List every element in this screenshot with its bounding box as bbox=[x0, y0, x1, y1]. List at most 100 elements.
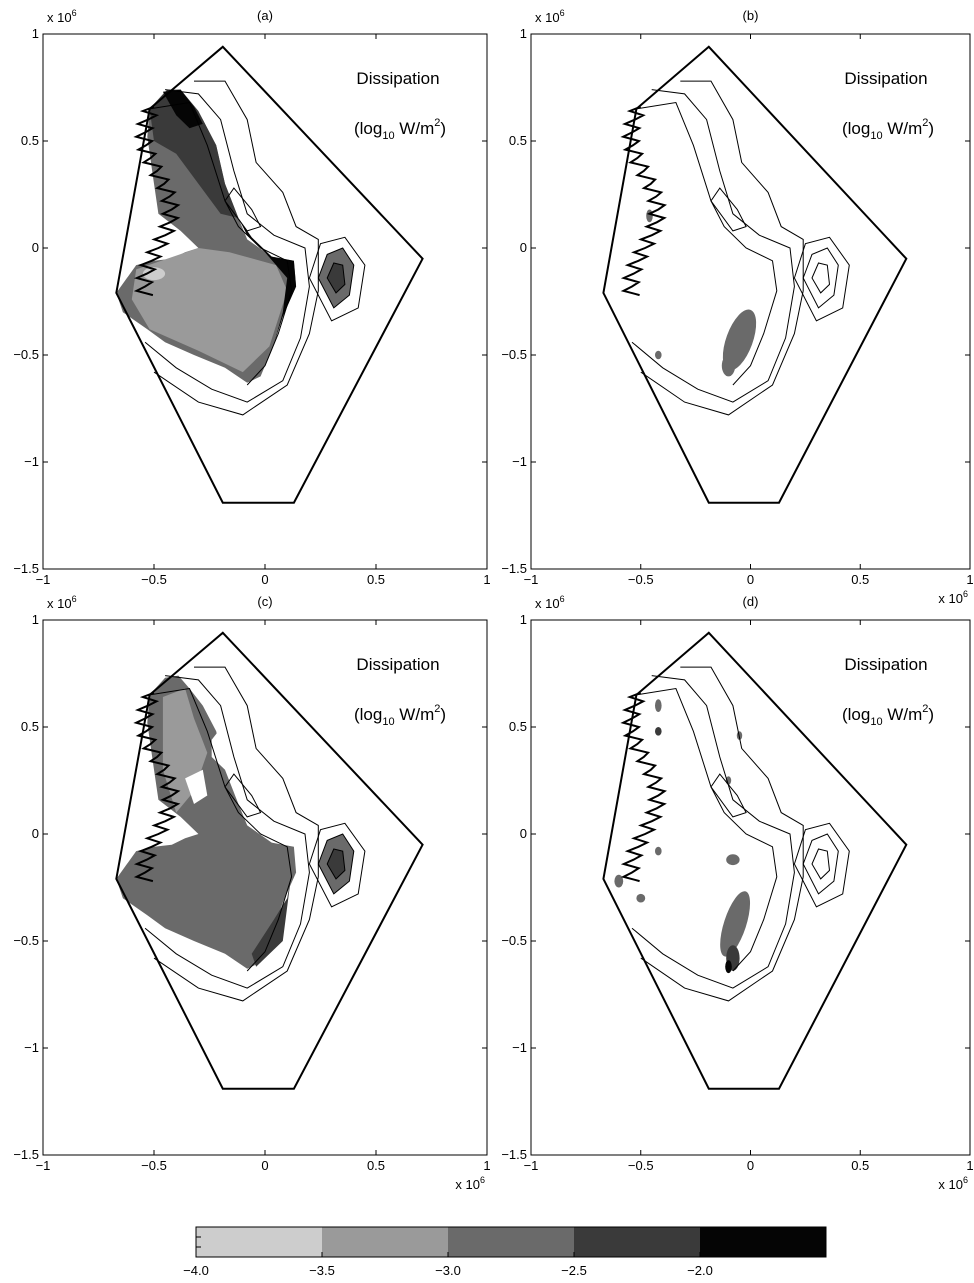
depth-contour bbox=[224, 773, 262, 818]
y-tick-label: −1.5 bbox=[13, 561, 39, 576]
y-tick-label: 1 bbox=[32, 612, 39, 627]
x-tick-label: −0.5 bbox=[628, 1158, 654, 1173]
depth-contour bbox=[802, 247, 839, 309]
colorbar-swatch bbox=[448, 1227, 574, 1257]
depth-contour bbox=[317, 247, 355, 309]
depth-contour bbox=[631, 675, 795, 989]
level-region bbox=[726, 854, 740, 866]
colorbar-swatch bbox=[196, 1227, 322, 1257]
x-tick-label: 0.5 bbox=[851, 572, 869, 587]
y-tick-label: 0.5 bbox=[509, 719, 527, 734]
y-tick-label: 1 bbox=[520, 26, 527, 41]
y-tick-label: −0.5 bbox=[13, 933, 39, 948]
level-region bbox=[162, 89, 203, 129]
y-multiplier: x 106 bbox=[535, 594, 565, 611]
level-region bbox=[142, 267, 166, 281]
coastline bbox=[133, 691, 181, 883]
x-multiplier-exp: 6 bbox=[963, 589, 968, 599]
y-tick-label: −1 bbox=[512, 454, 527, 469]
depth-contour bbox=[308, 236, 366, 322]
x-multiplier-exp: 6 bbox=[480, 1175, 485, 1185]
y-multiplier: x 106 bbox=[535, 8, 565, 25]
x-multiplier: x 106 bbox=[455, 1175, 485, 1192]
depth-contour bbox=[149, 101, 293, 386]
x-tick-label: 0.5 bbox=[851, 1158, 869, 1173]
units-subscript: 10 bbox=[870, 130, 882, 142]
depth-contour bbox=[710, 773, 747, 818]
depth-contour bbox=[153, 666, 319, 1002]
units-close: ) bbox=[928, 705, 934, 724]
domain-outline bbox=[115, 631, 424, 1090]
colorbar-tick-label: −3.0 bbox=[435, 1263, 461, 1278]
x-tick-label: 1 bbox=[483, 1158, 490, 1173]
colorbar-swatch bbox=[574, 1227, 700, 1257]
panel-title: (a) bbox=[257, 8, 273, 23]
colorbar-swatch bbox=[700, 1227, 826, 1257]
units-close: ) bbox=[928, 119, 934, 138]
x-multiplier: x 106 bbox=[938, 1175, 968, 1192]
x-tick-label: 0.5 bbox=[367, 572, 385, 587]
depth-contour bbox=[224, 187, 262, 232]
annotation-units: (log10 W/m2) bbox=[354, 117, 446, 142]
units-mid: W/m bbox=[395, 705, 435, 724]
y-tick-label: −1 bbox=[24, 454, 39, 469]
level-region bbox=[725, 960, 732, 974]
level-region bbox=[185, 769, 208, 804]
y-multiplier: x 106 bbox=[47, 8, 77, 25]
y-tick-label: 0.5 bbox=[21, 719, 39, 734]
axes-frame bbox=[530, 33, 971, 570]
level-region bbox=[655, 727, 662, 736]
depth-contour bbox=[710, 187, 747, 232]
colorbar-tick-label: −2.5 bbox=[561, 1263, 587, 1278]
y-tick-label: 0 bbox=[32, 240, 39, 255]
depth-contour bbox=[149, 687, 293, 972]
annotation-units: (log10 W/m2) bbox=[354, 703, 446, 728]
depth-contour bbox=[308, 822, 366, 908]
y-multiplier-exp: 6 bbox=[560, 8, 565, 18]
y-tick-label: −1.5 bbox=[501, 1147, 527, 1162]
level-region bbox=[646, 209, 653, 223]
depth-contour bbox=[153, 80, 319, 416]
y-multiplier-exp: 6 bbox=[72, 8, 77, 18]
units-superscript: 2 bbox=[922, 117, 928, 129]
level-region bbox=[720, 891, 751, 957]
units-subscript: 10 bbox=[870, 716, 882, 728]
x-tick-label: 0 bbox=[747, 1158, 754, 1173]
units-mid: W/m bbox=[395, 119, 435, 138]
x-tick-label: 1 bbox=[966, 572, 973, 587]
depth-contour bbox=[636, 101, 778, 386]
colorbar: −4.0 −3.5 −3.0 −2.5 −2.0 bbox=[183, 1226, 827, 1278]
units-mid: W/m bbox=[883, 705, 923, 724]
level-region bbox=[655, 699, 662, 712]
colorbar-tick-label: −2.0 bbox=[687, 1263, 713, 1278]
annotation-title: Dissipation bbox=[844, 69, 927, 88]
annotation-units: (log10 W/m2) bbox=[842, 703, 934, 728]
y-multiplier-exp: 6 bbox=[72, 594, 77, 604]
x-tick-label: 0 bbox=[261, 1158, 268, 1173]
level-region bbox=[251, 872, 292, 967]
x-tick-label: 0 bbox=[747, 572, 754, 587]
units-superscript: 2 bbox=[434, 117, 440, 129]
x-tick-label: −0.5 bbox=[141, 572, 167, 587]
level-region bbox=[721, 355, 736, 377]
units-close: ) bbox=[440, 119, 446, 138]
units-superscript: 2 bbox=[434, 703, 440, 715]
depth-contour bbox=[802, 833, 839, 895]
x-tick-label: 0 bbox=[261, 572, 268, 587]
level-region bbox=[149, 89, 239, 218]
y-tick-label: 1 bbox=[32, 26, 39, 41]
depth-contour bbox=[144, 89, 310, 403]
units-superscript: 2 bbox=[922, 703, 928, 715]
coastline bbox=[620, 105, 667, 297]
x-tick-label: 0.5 bbox=[367, 1158, 385, 1173]
x-multiplier-exp: 6 bbox=[963, 1175, 968, 1185]
x-tick-label: −0.5 bbox=[141, 1158, 167, 1173]
y-tick-label: 0 bbox=[520, 240, 527, 255]
axes-frame bbox=[530, 619, 971, 1156]
colorbar-swatch bbox=[322, 1227, 448, 1257]
depth-contour bbox=[631, 89, 795, 403]
depth-contour bbox=[793, 236, 850, 322]
depth-contour bbox=[636, 687, 778, 972]
